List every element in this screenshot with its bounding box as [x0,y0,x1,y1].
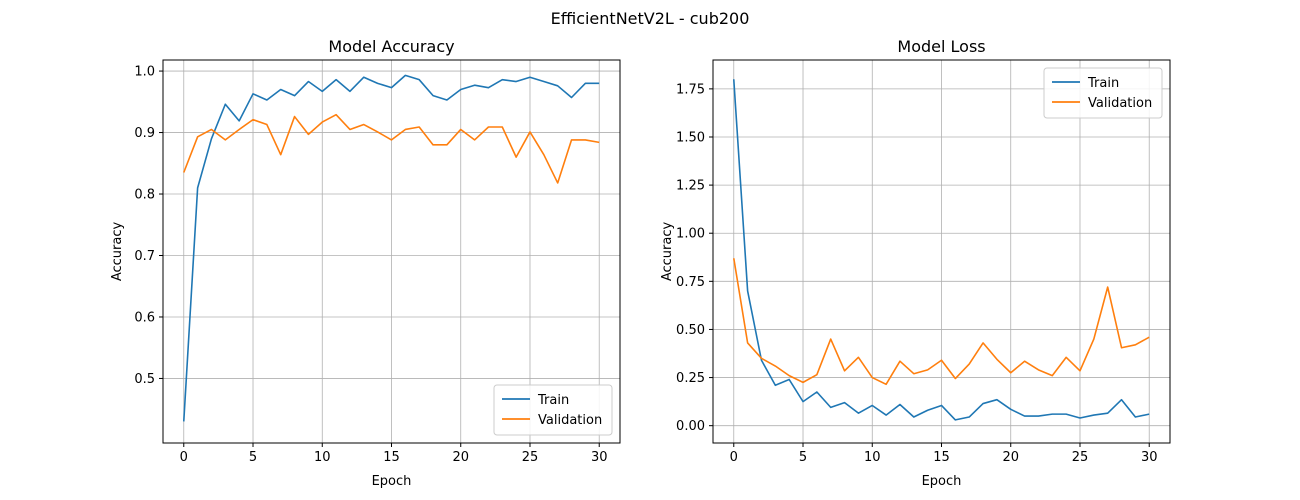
y-tick-label: 1.0 [134,65,155,80]
x-axis-label: Epoch [922,474,962,489]
chart-title: Model Accuracy [328,37,454,56]
y-tick-label: 0.5 [134,372,155,387]
legend: Train Validation [1043,67,1163,119]
y-tick-label: 0.50 [676,323,705,338]
x-tick-label: 10 [314,450,331,465]
y-axis-label: Accuracy [660,222,675,282]
x-tick-label: 20 [1002,450,1019,465]
legend-box [493,384,613,436]
figure-title: EfficientNetV2L - cub200 [551,9,750,28]
y-tick-label: 0.8 [134,188,155,203]
y-tick-label: 0.7 [134,249,155,264]
y-tick-label: 0.6 [134,310,155,325]
legend-label-train: Train [537,393,569,408]
x-tick-label: 0 [730,450,738,465]
legend-label-validation: Validation [538,413,602,428]
y-tick-label: 1.75 [676,82,705,97]
x-tick-label: 25 [1072,450,1089,465]
x-tick-label: 30 [1141,450,1158,465]
series-line-validation [732,258,1150,386]
series-line-train [182,74,600,422]
y-tick-label: 0.9 [134,126,155,141]
x-tick-label: 5 [799,450,807,465]
x-tick-label: 15 [383,450,400,465]
x-tick-label: 5 [249,450,257,465]
y-tick-label: 1.00 [676,227,705,242]
x-tick-label: 0 [180,450,188,465]
series-line-validation [183,113,600,184]
legend: Train Validation [493,384,613,436]
x-tick-label: 10 [864,450,881,465]
chart-panel-2: 0 5 10 15 20 25 30 0.00 0.25 0.50 0.75 1.00 1.25 1.50… [660,37,1171,489]
chart-title: Model Loss [897,37,985,56]
y-tick-label: 0.75 [676,275,705,290]
legend-label-train: Train [1087,76,1119,91]
x-axis-label: Epoch [372,474,412,489]
legend-label-validation: Validation [1088,96,1152,111]
x-tick-label: 20 [452,450,469,465]
legend-box [1043,67,1163,119]
chart-panel-1: 0 5 10 15 20 25 30 0.5 0.6 0.7 0.8 0.9 1.0 Model Accu… [110,37,621,489]
y-tick-label: 0.25 [676,371,705,386]
y-tick-label: 1.25 [676,179,705,194]
y-tick-label: 0.00 [676,419,705,434]
x-tick-label: 25 [522,450,539,465]
series-line-train [732,79,1150,421]
x-tick-label: 15 [933,450,950,465]
y-axis-label: Accuracy [110,222,125,282]
y-tick-label: 1.50 [676,130,705,145]
x-tick-label: 30 [591,450,608,465]
